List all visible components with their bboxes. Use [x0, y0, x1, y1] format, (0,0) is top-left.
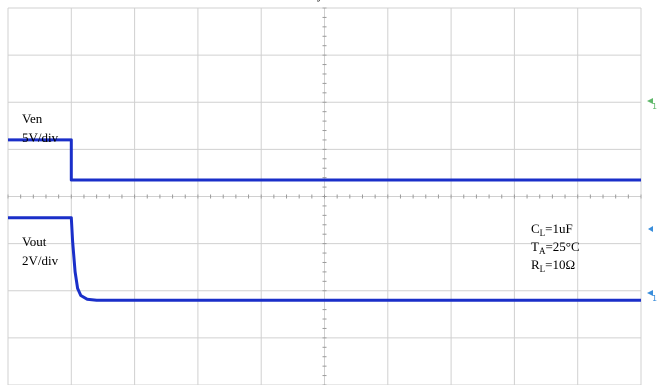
annotation-cl: CL=1uF: [531, 221, 573, 238]
grid: [7, 7, 642, 385]
svg-text:1: 1: [652, 102, 657, 111]
ven-trace: [8, 138, 641, 182]
annotation-ta: TA=25°C: [531, 239, 580, 256]
svg-text:1: 1: [652, 294, 657, 303]
annotation-rl: RL=10Ω: [531, 257, 575, 274]
traces: [8, 138, 641, 302]
ven-label: Ven: [22, 111, 43, 126]
ch2-ground-marker-icon: 1: [647, 290, 657, 303]
ven-scale-label: 5V/div: [22, 130, 59, 145]
vout-scale-label: 2V/div: [22, 253, 59, 268]
chart-title-fragment: y: [317, 0, 324, 2]
vout-trace: [8, 216, 641, 302]
vout-label: Vout: [22, 234, 47, 249]
trigger-marker-icon: [648, 226, 653, 232]
ch1-ground-marker-icon: 1: [647, 98, 657, 111]
